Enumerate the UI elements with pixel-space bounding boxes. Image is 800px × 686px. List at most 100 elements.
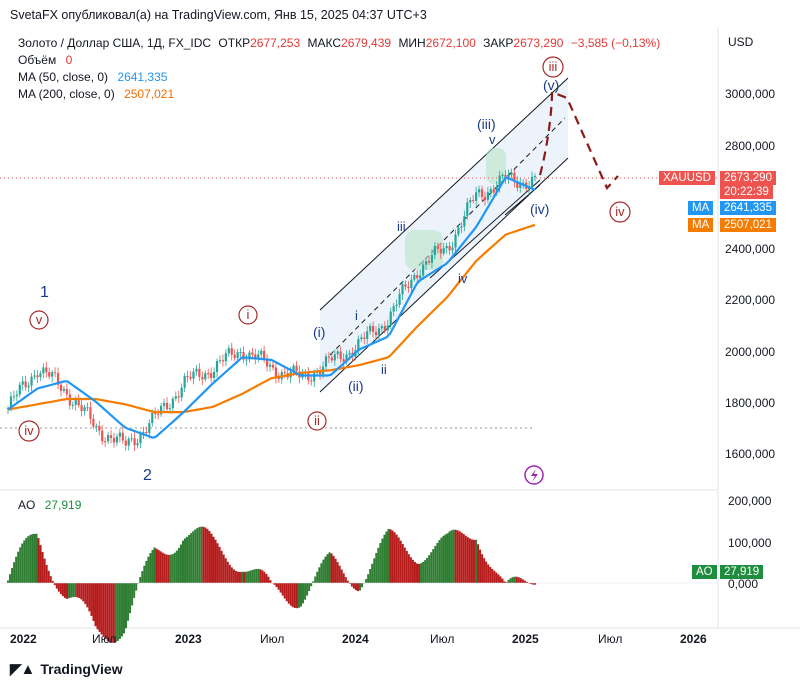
post-header: SvetaFX опубликовал(а) на TradingView.co… [10, 8, 427, 22]
ao-bar [253, 569, 256, 583]
ao-label: AO [18, 498, 36, 512]
ao-bar [385, 531, 388, 583]
ao-bar [267, 576, 270, 583]
candle-body [380, 326, 384, 329]
ao-bar [21, 543, 24, 583]
candle-body [271, 364, 275, 368]
ao-bar [450, 530, 453, 583]
wave-circle [609, 201, 631, 223]
ao-bar [464, 535, 467, 583]
candle-body [519, 183, 522, 188]
ao-bar [479, 549, 482, 583]
ao-bar [15, 556, 18, 583]
candle-body [483, 196, 487, 200]
candle-body [39, 373, 42, 378]
volume-value: 0 [65, 53, 73, 67]
ao-bar [51, 580, 54, 583]
ma200-legend[interactable]: MA (200, close, 0) 2507,021 [18, 87, 174, 101]
candle-body [442, 248, 445, 254]
candle-body [56, 373, 60, 385]
low-label: МИН [398, 36, 426, 50]
ao-bar [489, 566, 492, 583]
wave-label-iv-paren: (iv) [530, 201, 549, 217]
candle-body [477, 189, 481, 193]
volume-row[interactable]: Объём 0 [18, 53, 72, 67]
ao-bar [94, 583, 97, 627]
candle-body [386, 325, 389, 331]
candle-body [177, 396, 180, 398]
time-tick: Июл [92, 632, 116, 646]
low-value: 2672,100 [425, 36, 476, 50]
candle-body [330, 357, 333, 361]
candle-body [165, 402, 169, 410]
wave-label-iv-small: iv [458, 271, 468, 286]
candle-body [145, 432, 148, 434]
price-tick: 1800,000 [725, 396, 775, 410]
ao-bar [458, 531, 461, 583]
ao-bar [139, 577, 142, 583]
ao-bar [293, 583, 296, 608]
ao-bar [314, 576, 317, 583]
candle-body [486, 192, 489, 200]
ao-bar [186, 536, 189, 583]
ao-bar [159, 551, 162, 583]
ao-value: 27,919 [44, 498, 82, 512]
candle-body [445, 245, 448, 249]
candle-body [124, 440, 127, 446]
wave-label-iii-circled: iii [549, 59, 558, 74]
ao-bar [344, 577, 347, 583]
candle-body [457, 227, 460, 235]
candle-body [107, 435, 110, 442]
candle-body [530, 176, 534, 187]
wave-label-i-small: i [355, 308, 358, 323]
candle-body [189, 376, 192, 379]
symbol-title[interactable]: Золото / Доллар США, 1Д, FX_IDC [18, 36, 212, 50]
candle-body [139, 433, 142, 444]
candle-body [295, 365, 298, 372]
high-label: МАКС [307, 36, 342, 50]
candle-body [389, 311, 392, 326]
change-value: −3,585 (−0,13%) [570, 36, 661, 50]
ma50-legend[interactable]: MA (50, close, 0) 2641,335 [18, 70, 167, 84]
ao-bar [45, 564, 48, 583]
candle-body [42, 367, 45, 374]
ao-bar [216, 543, 219, 583]
ao-bar [483, 558, 486, 583]
ao-legend[interactable]: AO 27,919 [18, 498, 81, 512]
ao-bar [135, 583, 138, 591]
candle-body [413, 275, 416, 280]
ao-bar [289, 583, 292, 606]
candle-body [221, 360, 225, 362]
ao-bar [387, 528, 390, 583]
countdown-tag: 20:22:39 [720, 185, 773, 199]
ao-bar [493, 570, 496, 583]
wave-label-ii-circled: ii [314, 413, 320, 428]
candle-body [489, 189, 492, 193]
ao-bar [255, 568, 258, 583]
ao-bar [452, 529, 455, 583]
ao-bar [269, 580, 272, 583]
time-tick: Июл [430, 632, 454, 646]
ao-bar [403, 547, 406, 583]
ao-bar [212, 536, 215, 583]
ao-bar [157, 549, 160, 583]
ao-bar [9, 574, 12, 583]
time-tick: 2024 [342, 632, 369, 646]
ao-bar [184, 538, 187, 583]
candle-body [510, 172, 513, 176]
brand[interactable]: ◤▲ TradingView [10, 660, 123, 678]
ao-bar [194, 529, 197, 583]
candle-body [127, 438, 130, 446]
candle-body [318, 371, 322, 375]
ao-bar [316, 571, 319, 583]
ao-bar [220, 550, 223, 583]
ao-bar [367, 574, 370, 583]
wave-label-ii-small: ii [381, 362, 387, 377]
ao-bar [7, 580, 9, 583]
ao-bar [297, 583, 300, 608]
candle-body [212, 371, 216, 378]
candle-body [451, 247, 454, 251]
candle-body [27, 385, 30, 388]
candle-body [466, 202, 469, 217]
